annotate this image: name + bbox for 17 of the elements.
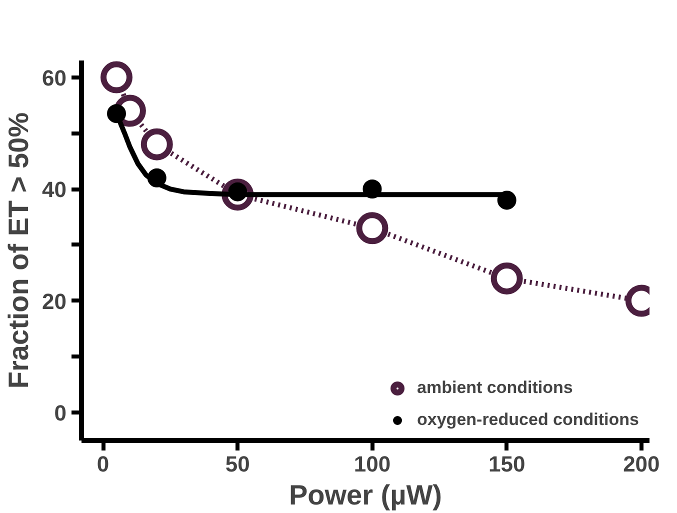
x-tick-label: 50 xyxy=(225,452,250,476)
y-axis-title: Fraction of ET > 50% xyxy=(3,112,34,389)
y-tick-label: 0 xyxy=(54,400,67,426)
point xyxy=(356,212,388,244)
x-tick-label: 150 xyxy=(488,452,526,476)
y-tick-label: 40 xyxy=(42,177,67,202)
point xyxy=(490,262,523,294)
point xyxy=(140,128,173,160)
x-tick-label: 100 xyxy=(354,452,391,476)
x-tick-label: 0 xyxy=(96,452,110,476)
point xyxy=(100,61,132,94)
x-axis-title: Power (µW) xyxy=(288,480,442,510)
legend-label: ambient conditions xyxy=(417,378,573,398)
legend-label: oxygen-reduced conditions xyxy=(417,410,639,430)
y-tick-label: 60 xyxy=(42,65,67,90)
x-tick-label: 200 xyxy=(623,452,660,476)
y-tick-label: 20 xyxy=(42,288,67,314)
